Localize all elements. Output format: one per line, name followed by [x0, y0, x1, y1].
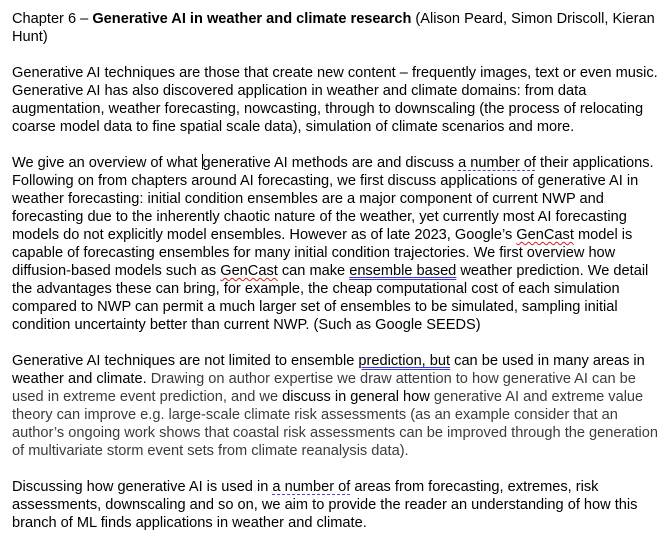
grammar-suggestion[interactable]: a number of: [272, 479, 351, 495]
text-run: discuss in general how: [282, 389, 434, 405]
text-run: Drawing on author expertise we draw atte…: [12, 371, 636, 405]
spelling-error[interactable]: GenCast: [220, 263, 278, 279]
paragraph-overview: We give an overview of what generative A…: [12, 154, 664, 334]
grammar-suggestion[interactable]: prediction, but: [358, 353, 451, 369]
text-run: We give an overview of what: [12, 155, 202, 171]
text-run: model is capable of forecasting ensemble…: [12, 227, 633, 279]
text-run: can be used in many areas in weather and…: [12, 353, 645, 387]
text-run: Generative AI techniques are not limited…: [12, 353, 359, 369]
text-run: weather prediction. We detail the advant…: [12, 263, 649, 333]
text-run: their applications. Following on from ch…: [12, 155, 654, 243]
text-run: generative AI methods are and discuss: [202, 155, 459, 171]
paragraph-extremes: Generative AI techniques are not limited…: [12, 352, 664, 460]
text-run: areas from forecasting, extremes, risk a…: [12, 479, 638, 531]
grammar-suggestion[interactable]: ensemble based: [349, 263, 457, 279]
chapter-number: Chapter 6 –: [12, 11, 93, 27]
chapter-heading: Chapter 6 – Generative AI in weather and…: [12, 10, 664, 46]
text-run: Discussing how generative AI is used in: [12, 479, 273, 495]
document-body[interactable]: Chapter 6 – Generative AI in weather and…: [12, 10, 664, 550]
text-run: can make: [277, 263, 350, 279]
text-run: generative AI and extreme value theory c…: [12, 389, 659, 459]
grammar-suggestion[interactable]: a number of: [458, 155, 536, 171]
paragraph-conclusion: Discussing how generative AI is used in …: [12, 478, 664, 532]
chapter-title: Generative AI in weather and climate res…: [92, 11, 412, 27]
spelling-error[interactable]: GenCast: [516, 227, 574, 243]
paragraph-intro: Generative AI techniques are those that …: [12, 65, 658, 135]
text-cursor: [201, 154, 203, 169]
chapter-authors: (Alison Peard, Simon Driscoll, Kieran Hu…: [12, 11, 655, 45]
